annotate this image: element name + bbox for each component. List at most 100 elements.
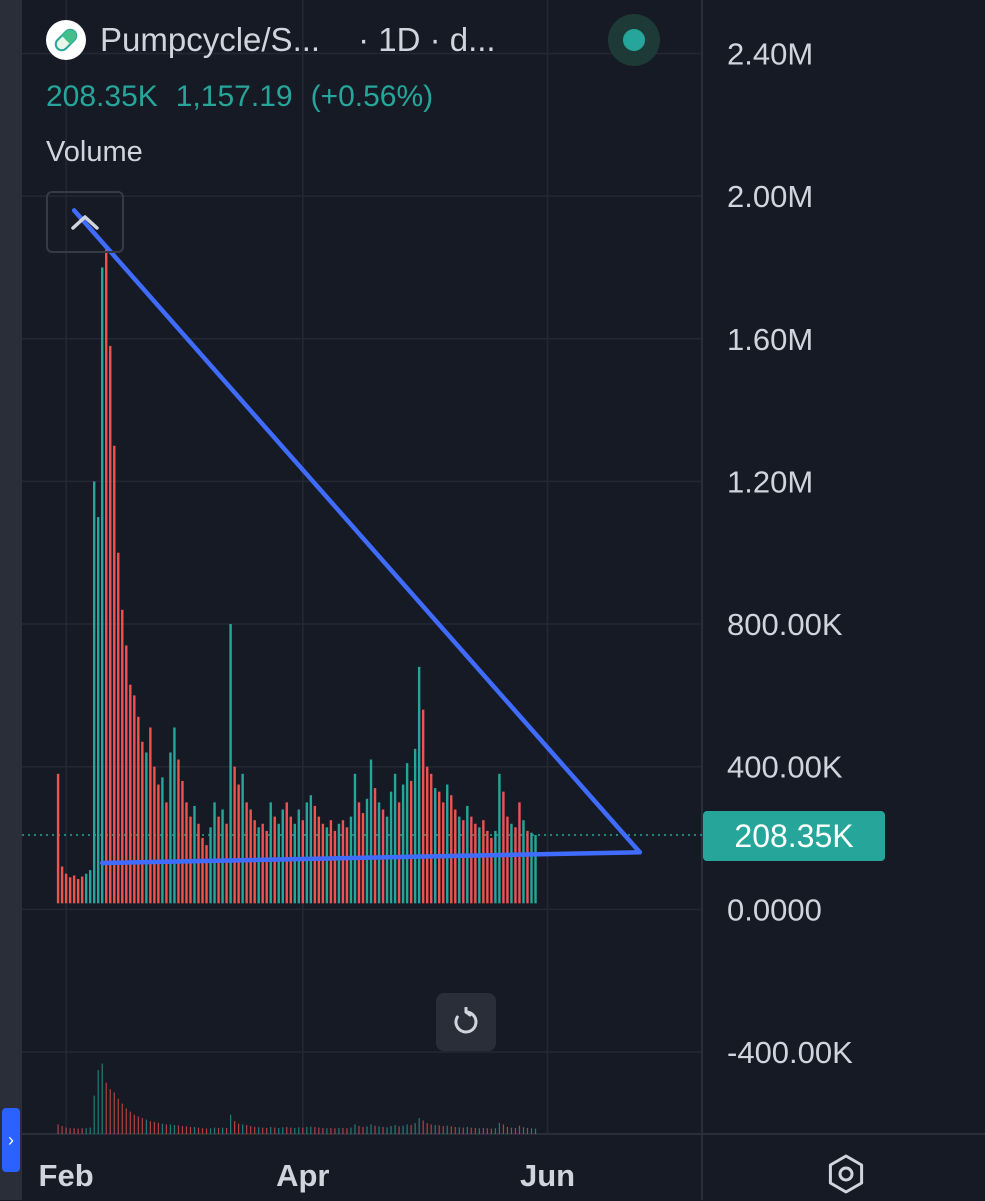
- volume-bar: [405, 763, 409, 904]
- price-axis[interactable]: -400.00K 0.0000 400.00K 800.00K 1.20M 1.60M 2.…: [703, 36, 885, 1070]
- volume-bar: [161, 777, 164, 904]
- volume-bar: [80, 876, 84, 904]
- volume-histogram-bar: [334, 1128, 336, 1134]
- volume-histogram-bar: [81, 1128, 83, 1134]
- volume-bar: [225, 823, 228, 904]
- volume-histogram-bar: [266, 1127, 268, 1134]
- volume-bar: [56, 773, 60, 904]
- volume-bar: [409, 780, 413, 904]
- volume-histogram-bar: [65, 1127, 67, 1134]
- volume-bar: [221, 809, 224, 904]
- volume-histogram-bar: [161, 1123, 163, 1134]
- volume-histogram-bar: [254, 1126, 256, 1134]
- volume-histogram-bar: [109, 1089, 111, 1134]
- volume-histogram-bar: [462, 1127, 464, 1134]
- trendline-lower[interactable]: [99, 850, 643, 866]
- volume-histogram-bar: [330, 1127, 332, 1134]
- volume-histogram-bar: [93, 1095, 95, 1134]
- volume-histogram-bar: [378, 1126, 380, 1134]
- volume-bar: [105, 249, 108, 904]
- volume-histogram-bar: [386, 1127, 388, 1134]
- volume-bar: [393, 773, 397, 904]
- volume-bar: [474, 823, 477, 904]
- volume-value: 208.35K: [46, 80, 158, 113]
- trendlines[interactable]: [71, 208, 643, 866]
- volume-bar: [506, 816, 509, 904]
- volume-bar: [486, 830, 489, 904]
- expand-toolbar-button[interactable]: ›: [2, 1108, 20, 1172]
- volume-histogram-bar: [474, 1127, 476, 1134]
- volume-bar: [530, 832, 533, 904]
- volume-histogram-bar: [422, 1120, 424, 1134]
- volume-bar: [522, 820, 525, 904]
- volume-histogram-bar: [394, 1125, 396, 1134]
- volume-histogram-bar: [478, 1128, 480, 1134]
- volume-bar: [101, 267, 104, 904]
- volume-histogram-bar: [430, 1124, 432, 1134]
- volume-bar: [401, 784, 405, 904]
- volume-histogram-bar: [101, 1063, 103, 1134]
- volume-bar: [169, 752, 172, 904]
- volume-histogram-bar: [73, 1128, 75, 1134]
- volume-histogram-bar: [502, 1124, 505, 1134]
- volume-histogram-bar: [390, 1126, 392, 1134]
- volume-histogram-bar: [290, 1127, 292, 1134]
- price-tick-label: 800.00K: [727, 607, 843, 642]
- chart-settings-button[interactable]: [824, 1152, 868, 1196]
- volume-histogram-bar: [414, 1123, 416, 1134]
- change-value: (+0.56%): [310, 80, 434, 113]
- volume-bar: [64, 873, 68, 904]
- volume-histogram-bar: [121, 1103, 123, 1134]
- volume-bar: [434, 788, 437, 904]
- volume-bar: [438, 791, 441, 904]
- volume-histogram-bar: [246, 1125, 248, 1134]
- volume-bar: [241, 773, 244, 904]
- volume-bar: [269, 802, 272, 904]
- volume-histogram-bar: [354, 1124, 356, 1134]
- volume-histogram-bar: [189, 1126, 192, 1134]
- volume-bar: [321, 823, 325, 904]
- volume-bar: [245, 802, 248, 904]
- symbol-name[interactable]: Pumpcycle/S...: [100, 21, 321, 58]
- interval-label[interactable]: · 1D · d...: [358, 21, 496, 58]
- trendline-upper[interactable]: [71, 208, 643, 855]
- volume-bar: [84, 873, 88, 904]
- volume-bar: [333, 830, 337, 904]
- market-status-indicator[interactable]: [608, 14, 660, 66]
- volume-histogram-bar: [153, 1121, 155, 1134]
- volume-bar: [165, 802, 168, 904]
- volume-bar: [458, 816, 461, 904]
- time-tick-label: Feb: [39, 1158, 94, 1193]
- settings-hex-icon: [828, 1154, 864, 1194]
- reset-chart-button[interactable]: [436, 993, 496, 1051]
- volume-histogram-bar: [250, 1126, 252, 1134]
- volume-histogram-bar: [534, 1128, 537, 1134]
- volume-histogram-bar: [197, 1127, 200, 1134]
- volume-histogram-bar: [342, 1127, 344, 1134]
- volume-histogram-bar: [370, 1124, 372, 1134]
- volume-histogram-bar: [494, 1128, 496, 1134]
- volume-histogram-bar: [209, 1128, 212, 1134]
- volume-bar: [265, 830, 268, 904]
- volume-bar: [526, 830, 529, 904]
- volume-bar: [494, 830, 497, 904]
- volume-histogram-bar: [450, 1126, 452, 1134]
- chevron-up-icon: [71, 215, 99, 230]
- volume-histogram-bar: [314, 1126, 316, 1134]
- last-value-badge: [703, 811, 885, 862]
- volume-histogram-bar: [57, 1124, 59, 1134]
- volume-bar: [193, 805, 196, 904]
- volume-histogram-bar: [225, 1127, 228, 1134]
- volume-bar: [429, 773, 433, 904]
- collapse-legend-button[interactable]: [46, 191, 124, 253]
- volume-bar: [357, 802, 361, 904]
- volume-bar: [305, 802, 309, 904]
- volume-histogram-bar: [193, 1126, 196, 1134]
- volume-histogram-bar: [318, 1127, 320, 1134]
- indicator-label[interactable]: Volume: [46, 136, 143, 168]
- volume-bar: [514, 827, 517, 904]
- volume-bar: [72, 875, 76, 904]
- volume-histogram-bar: [113, 1092, 115, 1134]
- time-axis[interactable]: Feb Apr Jun: [39, 1158, 576, 1193]
